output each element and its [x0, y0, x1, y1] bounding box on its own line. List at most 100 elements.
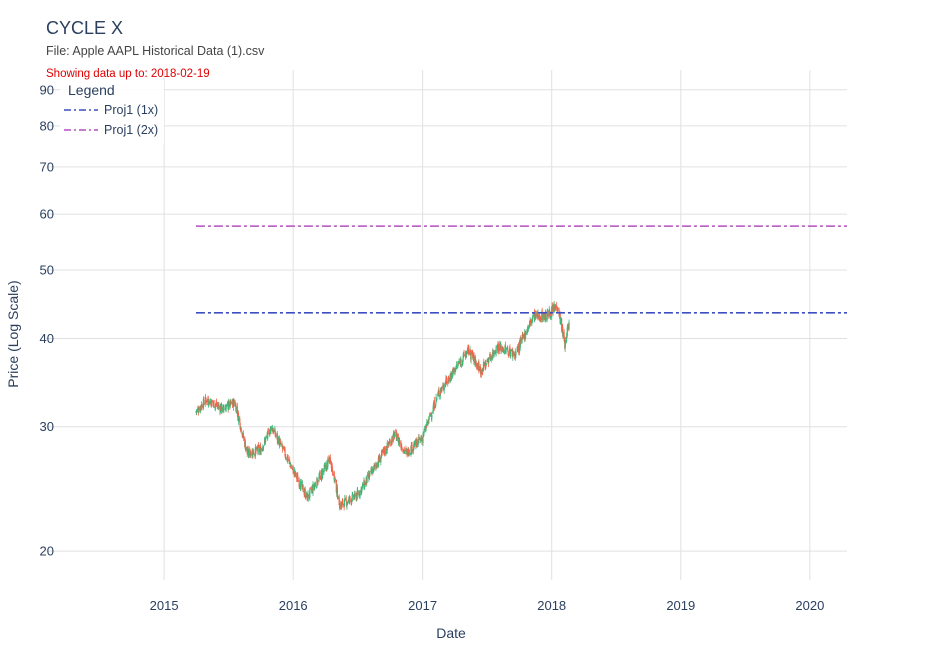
x-tick-label: 2015 — [150, 598, 179, 613]
candle-body — [196, 410, 198, 413]
candle-body — [495, 345, 497, 354]
candle-body — [406, 448, 408, 456]
candle — [270, 425, 272, 431]
candle — [280, 443, 282, 447]
candle — [352, 491, 354, 496]
candle — [470, 349, 473, 355]
candle-body — [401, 448, 403, 450]
candle-body — [469, 350, 471, 356]
candle-body — [334, 478, 336, 481]
candle-body — [540, 318, 542, 321]
candle-body — [279, 441, 282, 445]
candle-body — [547, 311, 549, 317]
candle-body — [284, 448, 286, 457]
candle-body — [512, 353, 515, 355]
candle-body — [416, 439, 418, 448]
candle — [448, 377, 450, 383]
candle-body — [524, 334, 527, 340]
candle-body — [411, 444, 413, 453]
candle — [478, 359, 480, 374]
candle-body — [563, 331, 565, 340]
candle — [290, 461, 292, 467]
candle — [488, 357, 490, 364]
candle-body — [392, 433, 394, 441]
candle — [210, 399, 213, 408]
candle — [374, 462, 376, 470]
candle — [559, 316, 562, 325]
candle — [470, 353, 472, 364]
candle-body — [432, 406, 434, 413]
candle-body — [374, 465, 376, 467]
y-tick-label: 40 — [40, 331, 54, 346]
candle-body — [480, 369, 482, 375]
candle-body — [286, 455, 289, 462]
x-tick-label: 2018 — [537, 598, 566, 613]
candle-body — [332, 473, 334, 476]
candle — [277, 436, 279, 445]
candle-body — [309, 487, 312, 489]
candle — [379, 454, 381, 463]
candle — [495, 345, 497, 357]
candle-body — [452, 369, 454, 377]
candle-body — [543, 313, 545, 319]
candle-body — [249, 448, 251, 456]
candle-body — [280, 443, 282, 445]
candle-body — [256, 447, 259, 450]
candle-body — [460, 360, 462, 363]
candle-body — [402, 451, 405, 453]
candle — [292, 465, 294, 475]
candle — [443, 382, 445, 394]
candle — [260, 448, 262, 456]
candle-body — [423, 428, 425, 431]
candle-body — [497, 343, 499, 348]
candle — [408, 449, 411, 456]
candle-body — [454, 370, 457, 372]
candle — [361, 482, 364, 489]
candle-body — [287, 458, 289, 461]
candle-body — [557, 309, 559, 311]
candle — [417, 438, 419, 445]
candle — [522, 334, 525, 339]
candle — [421, 436, 423, 446]
candle-body — [201, 404, 203, 409]
candle-body — [292, 467, 294, 474]
candle-body — [347, 502, 349, 504]
candle — [413, 440, 416, 448]
legend-item-proj1-2x[interactable]: Proj1 (2x) — [64, 120, 158, 140]
candle-body — [364, 482, 366, 485]
candle — [354, 490, 356, 496]
candle — [500, 344, 502, 355]
candle — [371, 466, 374, 474]
candle-body — [448, 380, 450, 382]
candle — [233, 397, 235, 407]
candle — [366, 471, 369, 477]
candle-body — [550, 316, 552, 319]
candle-body — [435, 404, 437, 407]
candle — [406, 448, 408, 458]
candle-body — [331, 467, 334, 473]
candle-body — [203, 404, 205, 405]
candle — [550, 315, 552, 321]
candle — [565, 332, 568, 344]
candle — [332, 473, 334, 476]
candle-body — [517, 344, 520, 352]
candle-body — [542, 312, 544, 321]
candle-body — [257, 444, 260, 448]
candle-body — [314, 484, 317, 487]
candle — [282, 445, 284, 449]
candle-body — [222, 405, 225, 409]
candle — [327, 456, 329, 470]
candle-body — [343, 505, 345, 508]
candle-body — [329, 457, 331, 464]
candle — [252, 451, 255, 455]
candle-body — [391, 438, 393, 443]
candle — [254, 444, 256, 460]
candle — [515, 352, 517, 357]
grid — [46, 70, 847, 580]
legend-item-proj1-1x[interactable]: Proj1 (1x) — [64, 100, 158, 120]
candle — [453, 366, 455, 376]
candle — [324, 461, 326, 472]
candle — [300, 478, 302, 492]
candle — [446, 376, 448, 385]
